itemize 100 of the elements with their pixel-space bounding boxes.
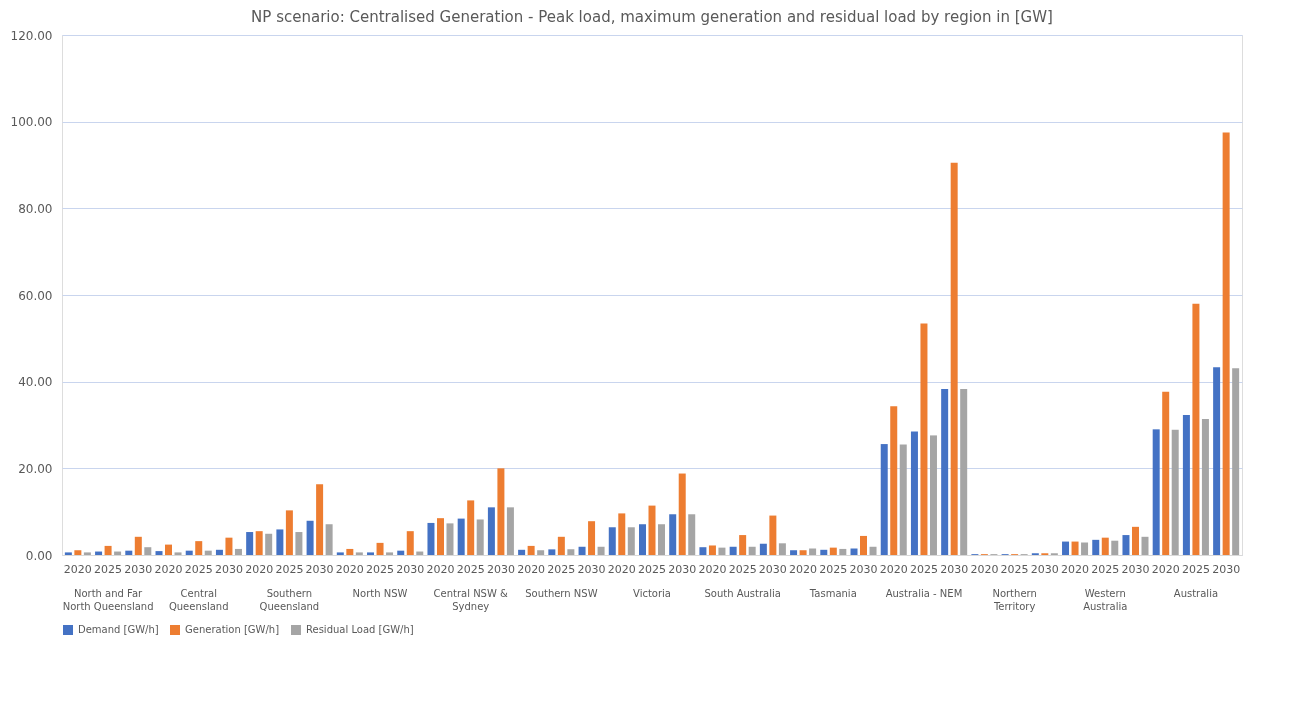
bar (295, 532, 303, 555)
x-tick-label: 2030 (1212, 562, 1241, 576)
bar (920, 323, 928, 555)
bar (941, 389, 949, 555)
bar (880, 444, 888, 555)
bar (1101, 537, 1109, 555)
bar (265, 533, 273, 555)
bar (83, 552, 91, 555)
x-tick-label: 2030 (486, 562, 515, 576)
bar (759, 543, 767, 555)
x-tick-label: 2030 (849, 562, 878, 576)
bar (790, 550, 798, 555)
bar (487, 507, 495, 555)
x-tick-label: 2020 (426, 562, 455, 576)
text: Southern Queensland (259, 588, 320, 612)
bar (1152, 429, 1160, 555)
bar (809, 548, 817, 555)
x-tick-label: 2020 (63, 562, 92, 576)
x-tick-label: 2030 (1121, 562, 1150, 576)
x-tick-label: 2030 (668, 562, 697, 576)
bar (306, 520, 314, 555)
bar (729, 546, 737, 555)
bar (497, 468, 505, 555)
bar (457, 518, 465, 555)
y-tick-label: 120.00 (10, 28, 53, 43)
x-tick-label: 2025 (275, 562, 304, 576)
bar (325, 524, 333, 555)
x-tick-label: 2025 (547, 562, 576, 576)
bar (929, 435, 937, 555)
x-tick-label: 2025 (909, 562, 938, 576)
y-tick-label: 20.00 (18, 461, 53, 476)
x-tick-label: 2030 (124, 562, 153, 576)
x-tick-label: 2030 (940, 562, 969, 576)
bar (1192, 303, 1200, 555)
bar (1222, 132, 1230, 555)
bar (276, 529, 284, 555)
y-tick-label: 100.00 (10, 115, 53, 130)
text: Australia - NEM (885, 588, 963, 599)
bar (839, 548, 847, 555)
bar (627, 527, 635, 555)
bar (1092, 539, 1100, 555)
bar (355, 552, 363, 555)
bar (155, 551, 163, 555)
bar (1213, 367, 1221, 555)
text: Central Queensland (168, 588, 229, 612)
bar (557, 536, 565, 555)
bar (104, 545, 112, 555)
bar (527, 545, 535, 555)
bar (648, 505, 656, 555)
bar (195, 541, 203, 555)
x-tick-label: 2025 (1091, 562, 1120, 576)
bar (1111, 540, 1119, 555)
bar (397, 550, 405, 555)
text: Australia (1173, 588, 1219, 599)
bar (406, 531, 414, 555)
bar (436, 518, 444, 555)
bar (134, 536, 142, 555)
text: Northern Territory (992, 588, 1037, 612)
x-tick-label: 2020 (1061, 562, 1090, 576)
bar (567, 549, 575, 555)
bar (597, 546, 605, 555)
bar (678, 473, 686, 555)
bar (427, 522, 435, 555)
bar (1182, 415, 1190, 555)
x-tick-label: 2025 (819, 562, 848, 576)
x-tick-label: 2030 (758, 562, 787, 576)
text: Victoria (633, 588, 671, 599)
bar (708, 545, 716, 555)
text: Tasmania (808, 588, 857, 599)
bar (739, 535, 747, 555)
bar (769, 515, 777, 555)
bar (1171, 429, 1179, 555)
bar (748, 546, 756, 555)
bar (588, 521, 596, 555)
bar (799, 550, 807, 555)
bar (829, 547, 837, 555)
x-tick-label: 2025 (184, 562, 213, 576)
bar (899, 444, 907, 555)
bar (608, 527, 616, 555)
bar (658, 524, 666, 555)
bar (578, 546, 586, 555)
bar (386, 552, 394, 555)
bar (1081, 542, 1089, 555)
bar (960, 389, 968, 555)
bar (215, 549, 223, 555)
x-tick-label: 2025 (366, 562, 395, 576)
bar (204, 550, 212, 555)
x-tick-label: 2030 (305, 562, 334, 576)
text: Central NSW & Sydney (433, 588, 509, 612)
x-tick-label: 2025 (456, 562, 485, 576)
x-tick-label: 2030 (577, 562, 606, 576)
bar (246, 532, 254, 555)
bar (316, 484, 324, 555)
bar (890, 406, 898, 555)
y-tick-label: 40.00 (18, 375, 53, 390)
bar (1141, 536, 1149, 555)
chart-title: NP scenario: Centralised Generation - Peak load, maximum generation and residual load by region in [GW] (251, 8, 1053, 26)
bar (618, 513, 626, 555)
legend-label: Generation [GW/h] (185, 624, 280, 635)
bar (669, 514, 677, 555)
